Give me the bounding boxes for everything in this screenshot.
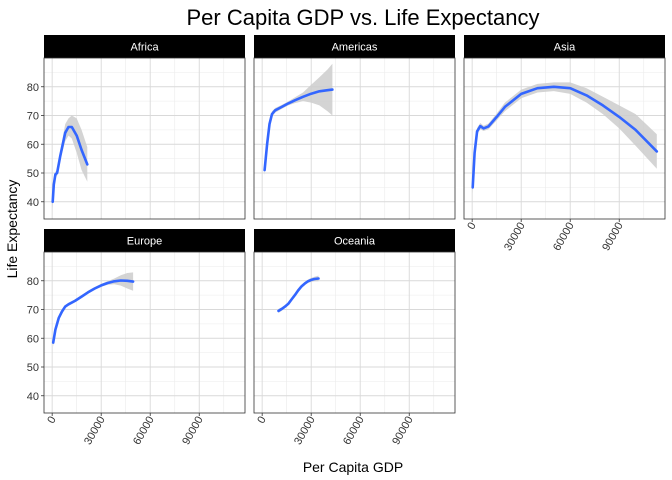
- facet-americas: Americas: [253, 35, 456, 220]
- chart-title: Per Capita GDP vs. Life Expectancy: [187, 5, 540, 30]
- panel-background-europe: [44, 252, 245, 413]
- panel-border-asia: [463, 57, 666, 220]
- facet-label-africa: Africa: [130, 42, 159, 54]
- x-tick-label: 0: [465, 221, 478, 232]
- y-tick-label: 60: [27, 139, 39, 151]
- trend-line-europe: [51, 279, 135, 344]
- facet-strip-oceania: [254, 229, 455, 252]
- facet-strip-americas: [254, 35, 455, 58]
- panel-background-americas: [254, 58, 455, 219]
- facet-europe: Europe 40 50 60 70 80 0 30000 60000 90000: [27, 229, 246, 447]
- facet-strip-africa: [44, 35, 245, 58]
- y-tick-label: 50: [27, 168, 39, 180]
- y-tick-label: 70: [27, 305, 39, 317]
- panel-border-europe: [43, 251, 246, 414]
- panel-border-oceania: [253, 251, 456, 414]
- y-tick-label: 50: [27, 362, 39, 374]
- facet-strip-asia: [464, 35, 665, 58]
- facet-africa: Africa 40 50 60 70 80: [27, 35, 246, 220]
- x-tick-label: 30000: [82, 415, 108, 447]
- x-tick-label: 60000: [341, 415, 367, 447]
- x-tick-label: 60000: [551, 221, 577, 253]
- panel-border-americas: [253, 57, 456, 220]
- y-tick-label: 80: [27, 82, 39, 94]
- facet-label-oceania: Oceania: [334, 236, 376, 248]
- y-axis-title: Life Expectancy: [4, 180, 20, 279]
- panel-background-oceania: [254, 252, 455, 413]
- x-tick-label: 0: [255, 415, 268, 426]
- y-tick-label: 70: [27, 111, 39, 123]
- facet-label-asia: Asia: [554, 42, 576, 54]
- facet-label-europe: Europe: [127, 236, 162, 248]
- trend-line-americas: [263, 88, 334, 172]
- y-tick-label: 40: [27, 197, 39, 209]
- x-axis-title: Per Capita GDP: [303, 459, 403, 475]
- x-tick-label: 30000: [292, 415, 318, 447]
- trend-line-asia: [471, 85, 659, 189]
- facet-oceania: Oceania 0 30000 60000 90000: [253, 229, 456, 447]
- x-tick-label: 90000: [390, 415, 416, 447]
- x-tick-label: 60000: [131, 415, 157, 447]
- facet-panels: Africa 40 50 60 70 80 Americas Asia 0 30000 60000 9…: [27, 35, 666, 447]
- x-tick-label: 30000: [502, 221, 528, 253]
- x-tick-label: 90000: [600, 221, 626, 253]
- panel-border-africa: [43, 57, 246, 220]
- y-tick-label: 60: [27, 333, 39, 345]
- trend-line-oceania: [277, 277, 320, 313]
- facet-asia: Asia 0 30000 60000 90000: [463, 35, 666, 253]
- trend-line-africa: [51, 125, 89, 204]
- y-tick-label: 80: [27, 276, 39, 288]
- x-tick-label: 90000: [180, 415, 206, 447]
- facet-label-americas: Americas: [332, 42, 378, 54]
- x-tick-label: 0: [45, 415, 58, 426]
- facet-strip-europe: [44, 229, 245, 252]
- y-tick-label: 40: [27, 391, 39, 403]
